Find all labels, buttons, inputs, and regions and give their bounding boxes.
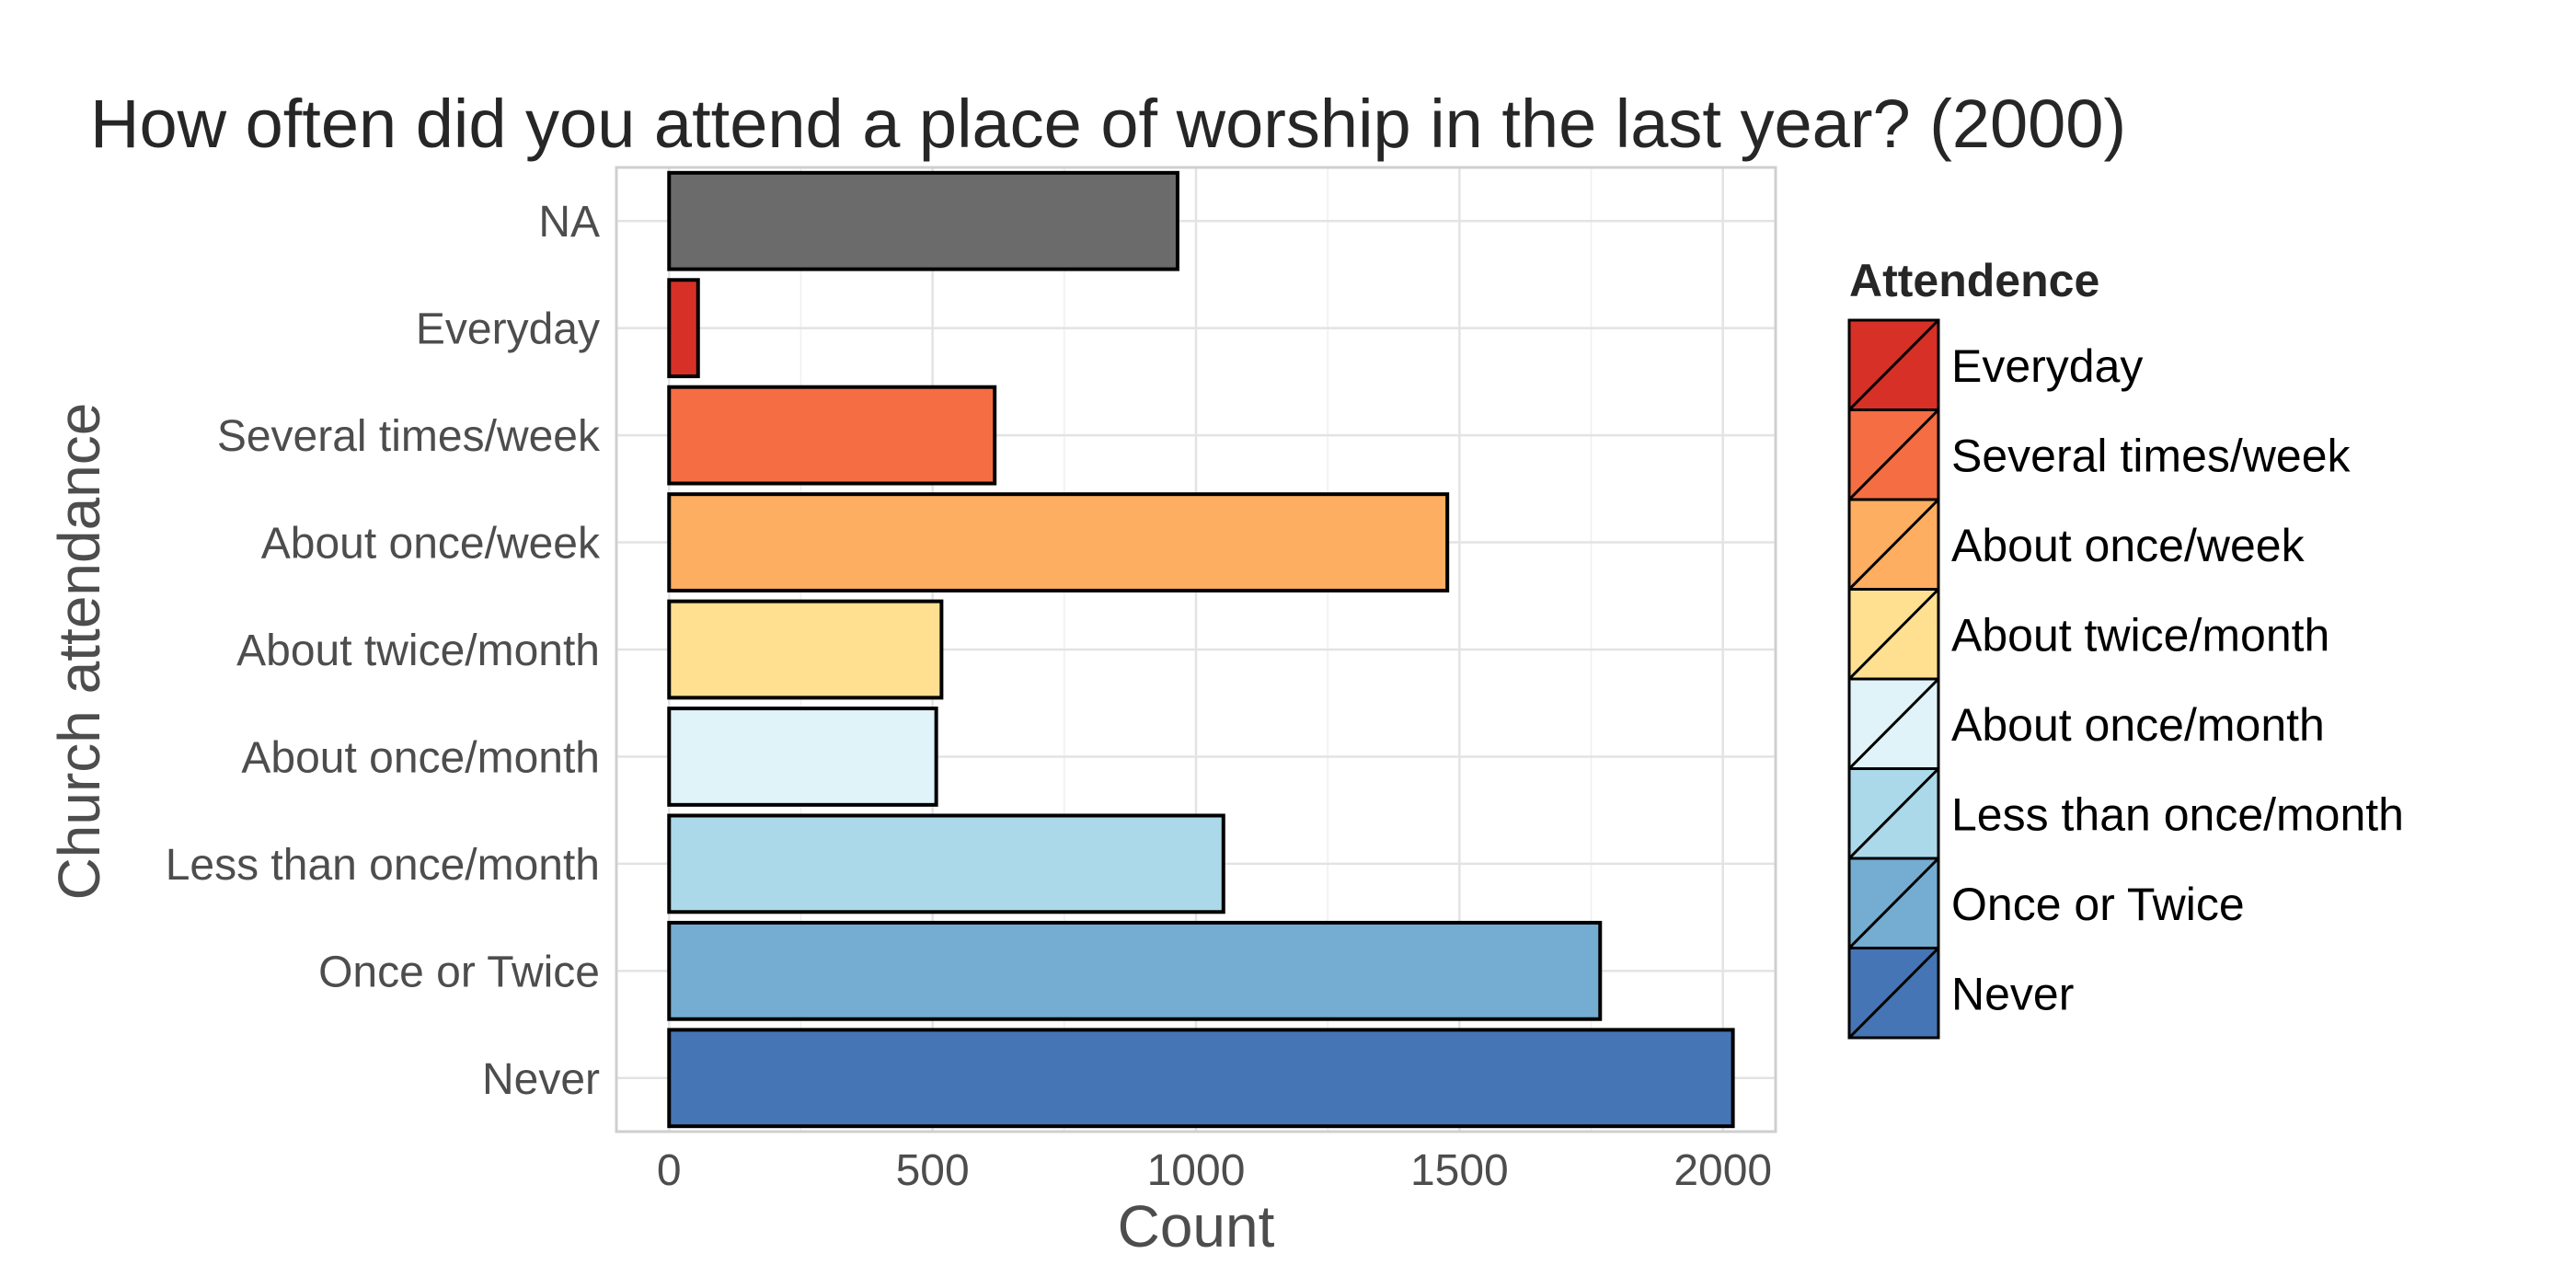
- y-tick-label: Several times/week: [217, 412, 601, 461]
- legend-key-slash: [1847, 767, 1940, 860]
- x-axis-tick-labels: 0 500 1000 1500 2000: [657, 1146, 1772, 1195]
- bar-na: [667, 170, 1179, 271]
- legend: Attendence Everyday Several times/week Abo…: [1847, 255, 2404, 1040]
- bar-several-times-week: [667, 385, 997, 486]
- chart-title: How often did you attend a place of wors…: [90, 86, 2126, 162]
- y-tick-label: About twice/month: [236, 627, 600, 675]
- legend-label: Once or Twice: [1951, 879, 2245, 930]
- x-tick-label: 1000: [1147, 1146, 1246, 1195]
- legend-label: Several times/week: [1951, 430, 2351, 481]
- legend-label: About twice/month: [1951, 609, 2329, 661]
- legend-item-less-than-once-month: Less than once/month: [1847, 767, 2404, 860]
- x-tick-label: 1500: [1410, 1146, 1509, 1195]
- y-axis-title: Church attendance: [46, 403, 112, 901]
- legend-key-slash: [1847, 857, 1940, 949]
- y-tick-label: About once/week: [261, 520, 601, 569]
- legend-title: Attendence: [1849, 255, 2099, 306]
- y-tick-label: Never: [482, 1055, 600, 1104]
- legend-key-slash: [1847, 588, 1940, 681]
- bars: [667, 170, 1735, 1129]
- bar-never: [667, 1028, 1735, 1129]
- legend-label: Everyday: [1951, 340, 2143, 392]
- legend-label: About once/month: [1951, 699, 2325, 751]
- legend-item-several-times-week: Several times/week: [1847, 408, 2351, 501]
- legend-key-slash: [1847, 677, 1940, 770]
- y-tick-label: NA: [538, 198, 600, 247]
- legend-label: About once/week: [1951, 520, 2306, 571]
- x-tick-label: 0: [657, 1146, 682, 1195]
- legend-item-about-twice-month: About twice/month: [1847, 588, 2329, 681]
- bar-once-or-twice: [667, 920, 1603, 1021]
- legend-label: Less than once/month: [1951, 788, 2404, 840]
- legend-item-never: Never: [1847, 947, 2074, 1040]
- bar-everyday: [667, 278, 700, 379]
- legend-item-about-once-month: About once/month: [1847, 677, 2325, 770]
- legend-label: Never: [1951, 968, 2074, 1019]
- y-axis-tick-labels: NA Everyday Several times/week About once/w…: [166, 198, 601, 1104]
- y-tick-label: Less than once/month: [166, 841, 600, 890]
- legend-key-slash: [1847, 318, 1940, 411]
- bar-about-twice-month: [667, 599, 944, 700]
- legend-key-slash: [1847, 947, 1940, 1040]
- bar-about-once-week: [667, 492, 1450, 592]
- y-tick-label: About once/month: [241, 733, 600, 782]
- x-axis-title: Count: [1118, 1193, 1275, 1259]
- legend-item-about-once-week: About once/week: [1847, 498, 2306, 591]
- legend-key-slash: [1847, 498, 1940, 591]
- bar-about-once-month: [667, 707, 938, 807]
- legend-item-once-or-twice: Once or Twice: [1847, 857, 2245, 949]
- plot-panel-border: [615, 166, 1777, 1133]
- x-tick-label: 500: [896, 1146, 970, 1195]
- x-tick-label: 2000: [1673, 1146, 1772, 1195]
- legend-key-slash: [1847, 408, 1940, 501]
- legend-item-everyday: Everyday: [1847, 318, 2143, 411]
- y-tick-label: Once or Twice: [318, 948, 600, 996]
- legend-items: Everyday Several times/week About once/wee…: [1847, 318, 2404, 1040]
- bar-less-than-once-month: [667, 813, 1225, 914]
- y-tick-label: Everyday: [416, 305, 600, 354]
